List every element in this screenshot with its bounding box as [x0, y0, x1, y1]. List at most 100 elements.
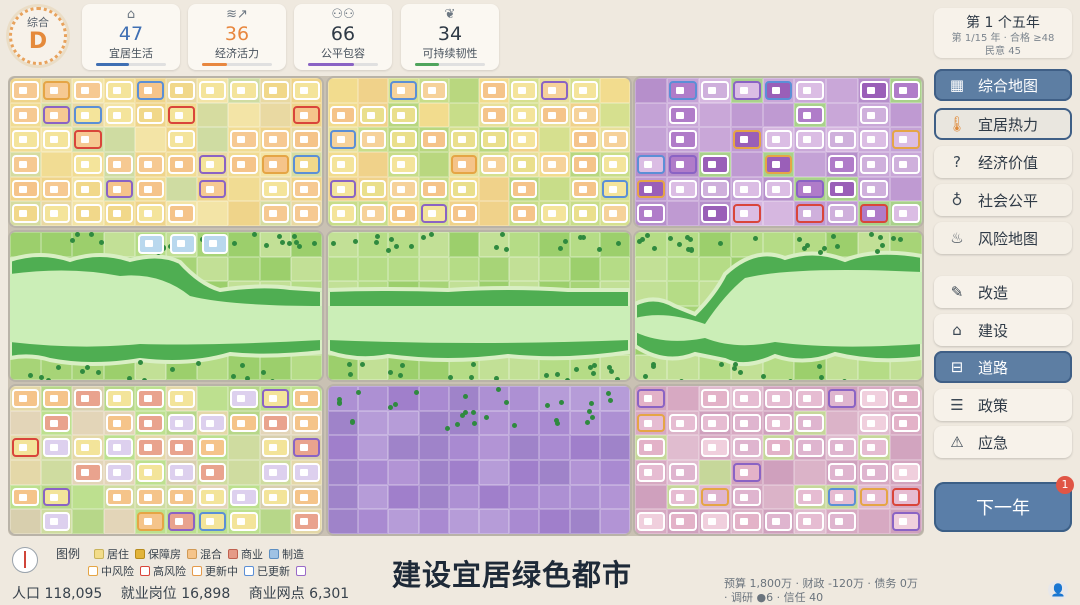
building[interactable] [137, 155, 164, 174]
building[interactable] [733, 389, 761, 408]
building[interactable] [733, 130, 761, 149]
building[interactable] [765, 414, 793, 433]
building[interactable] [293, 204, 320, 223]
building[interactable] [330, 130, 356, 149]
building[interactable] [168, 106, 195, 125]
building[interactable] [602, 204, 628, 223]
view-economic-value[interactable]: ?经济价值 [934, 146, 1072, 178]
building[interactable] [74, 204, 101, 223]
building[interactable] [541, 81, 567, 100]
building[interactable] [230, 81, 257, 100]
building[interactable] [765, 81, 793, 100]
view-overall-map[interactable]: ▦综合地图 [934, 69, 1072, 101]
building[interactable] [293, 106, 320, 125]
building[interactable] [74, 106, 101, 125]
compass-icon[interactable] [12, 547, 38, 573]
building[interactable] [262, 180, 289, 199]
building[interactable] [390, 180, 416, 199]
building[interactable] [12, 488, 39, 507]
building[interactable] [860, 130, 888, 149]
building[interactable] [828, 512, 856, 531]
building[interactable] [199, 81, 226, 100]
stat-equity[interactable]: ⚇⚇ 66 公平包容 [294, 4, 392, 70]
building[interactable] [765, 438, 793, 457]
building[interactable] [199, 155, 226, 174]
tool-build[interactable]: ⌂建设 [934, 314, 1072, 346]
view-livability-heat[interactable]: 🌡宜居热力 [934, 108, 1072, 140]
building[interactable] [262, 81, 289, 100]
building[interactable] [137, 488, 164, 507]
building[interactable] [390, 155, 416, 174]
building[interactable] [733, 414, 761, 433]
building[interactable] [106, 155, 133, 174]
building[interactable] [12, 130, 39, 149]
tool-road[interactable]: ⊟道路 [934, 351, 1072, 383]
building[interactable] [106, 180, 133, 199]
building[interactable] [330, 180, 356, 199]
building[interactable] [293, 414, 320, 433]
building[interactable] [637, 438, 665, 457]
building[interactable] [828, 463, 856, 482]
building[interactable] [390, 81, 416, 100]
building[interactable] [796, 81, 824, 100]
building[interactable] [701, 389, 729, 408]
building[interactable] [168, 389, 195, 408]
building[interactable] [481, 130, 507, 149]
building[interactable] [43, 488, 70, 507]
building[interactable] [701, 512, 729, 531]
building[interactable] [137, 204, 164, 223]
building[interactable] [828, 389, 856, 408]
building[interactable] [168, 438, 195, 457]
building[interactable] [541, 106, 567, 125]
building[interactable] [421, 130, 447, 149]
building[interactable] [43, 204, 70, 223]
building[interactable] [74, 438, 101, 457]
building[interactable] [892, 81, 920, 100]
building[interactable] [828, 204, 856, 223]
building[interactable] [168, 130, 195, 149]
stat-economy[interactable]: ≋↗ 36 经济活力 [188, 4, 286, 70]
next-year-button[interactable]: 下一年 [934, 482, 1072, 532]
building[interactable] [892, 512, 920, 531]
building[interactable] [511, 81, 537, 100]
building[interactable] [892, 155, 920, 174]
building[interactable] [828, 180, 856, 199]
building[interactable] [202, 234, 228, 254]
building[interactable] [199, 438, 226, 457]
building[interactable] [293, 180, 320, 199]
building[interactable] [860, 488, 888, 507]
building[interactable] [137, 81, 164, 100]
building[interactable] [511, 106, 537, 125]
building[interactable] [796, 512, 824, 531]
building[interactable] [451, 155, 477, 174]
building[interactable] [74, 81, 101, 100]
building[interactable] [137, 106, 164, 125]
building[interactable] [765, 130, 793, 149]
building[interactable] [765, 155, 793, 174]
building[interactable] [330, 155, 356, 174]
building[interactable] [860, 438, 888, 457]
building[interactable] [765, 180, 793, 199]
building[interactable] [293, 488, 320, 507]
building[interactable] [230, 414, 257, 433]
building[interactable] [669, 106, 697, 125]
building[interactable] [511, 130, 537, 149]
building[interactable] [12, 180, 39, 199]
building[interactable] [43, 389, 70, 408]
building[interactable] [637, 463, 665, 482]
building[interactable] [137, 463, 164, 482]
building[interactable] [199, 180, 226, 199]
building[interactable] [74, 389, 101, 408]
building[interactable] [701, 204, 729, 223]
building[interactable] [860, 389, 888, 408]
building[interactable] [230, 488, 257, 507]
building[interactable] [106, 81, 133, 100]
building[interactable] [360, 204, 386, 223]
building[interactable] [293, 130, 320, 149]
tool-renovate[interactable]: ✎改造 [934, 276, 1072, 308]
building[interactable] [733, 204, 761, 223]
building[interactable] [733, 512, 761, 531]
building[interactable] [451, 180, 477, 199]
building[interactable] [12, 204, 39, 223]
building[interactable] [669, 488, 697, 507]
